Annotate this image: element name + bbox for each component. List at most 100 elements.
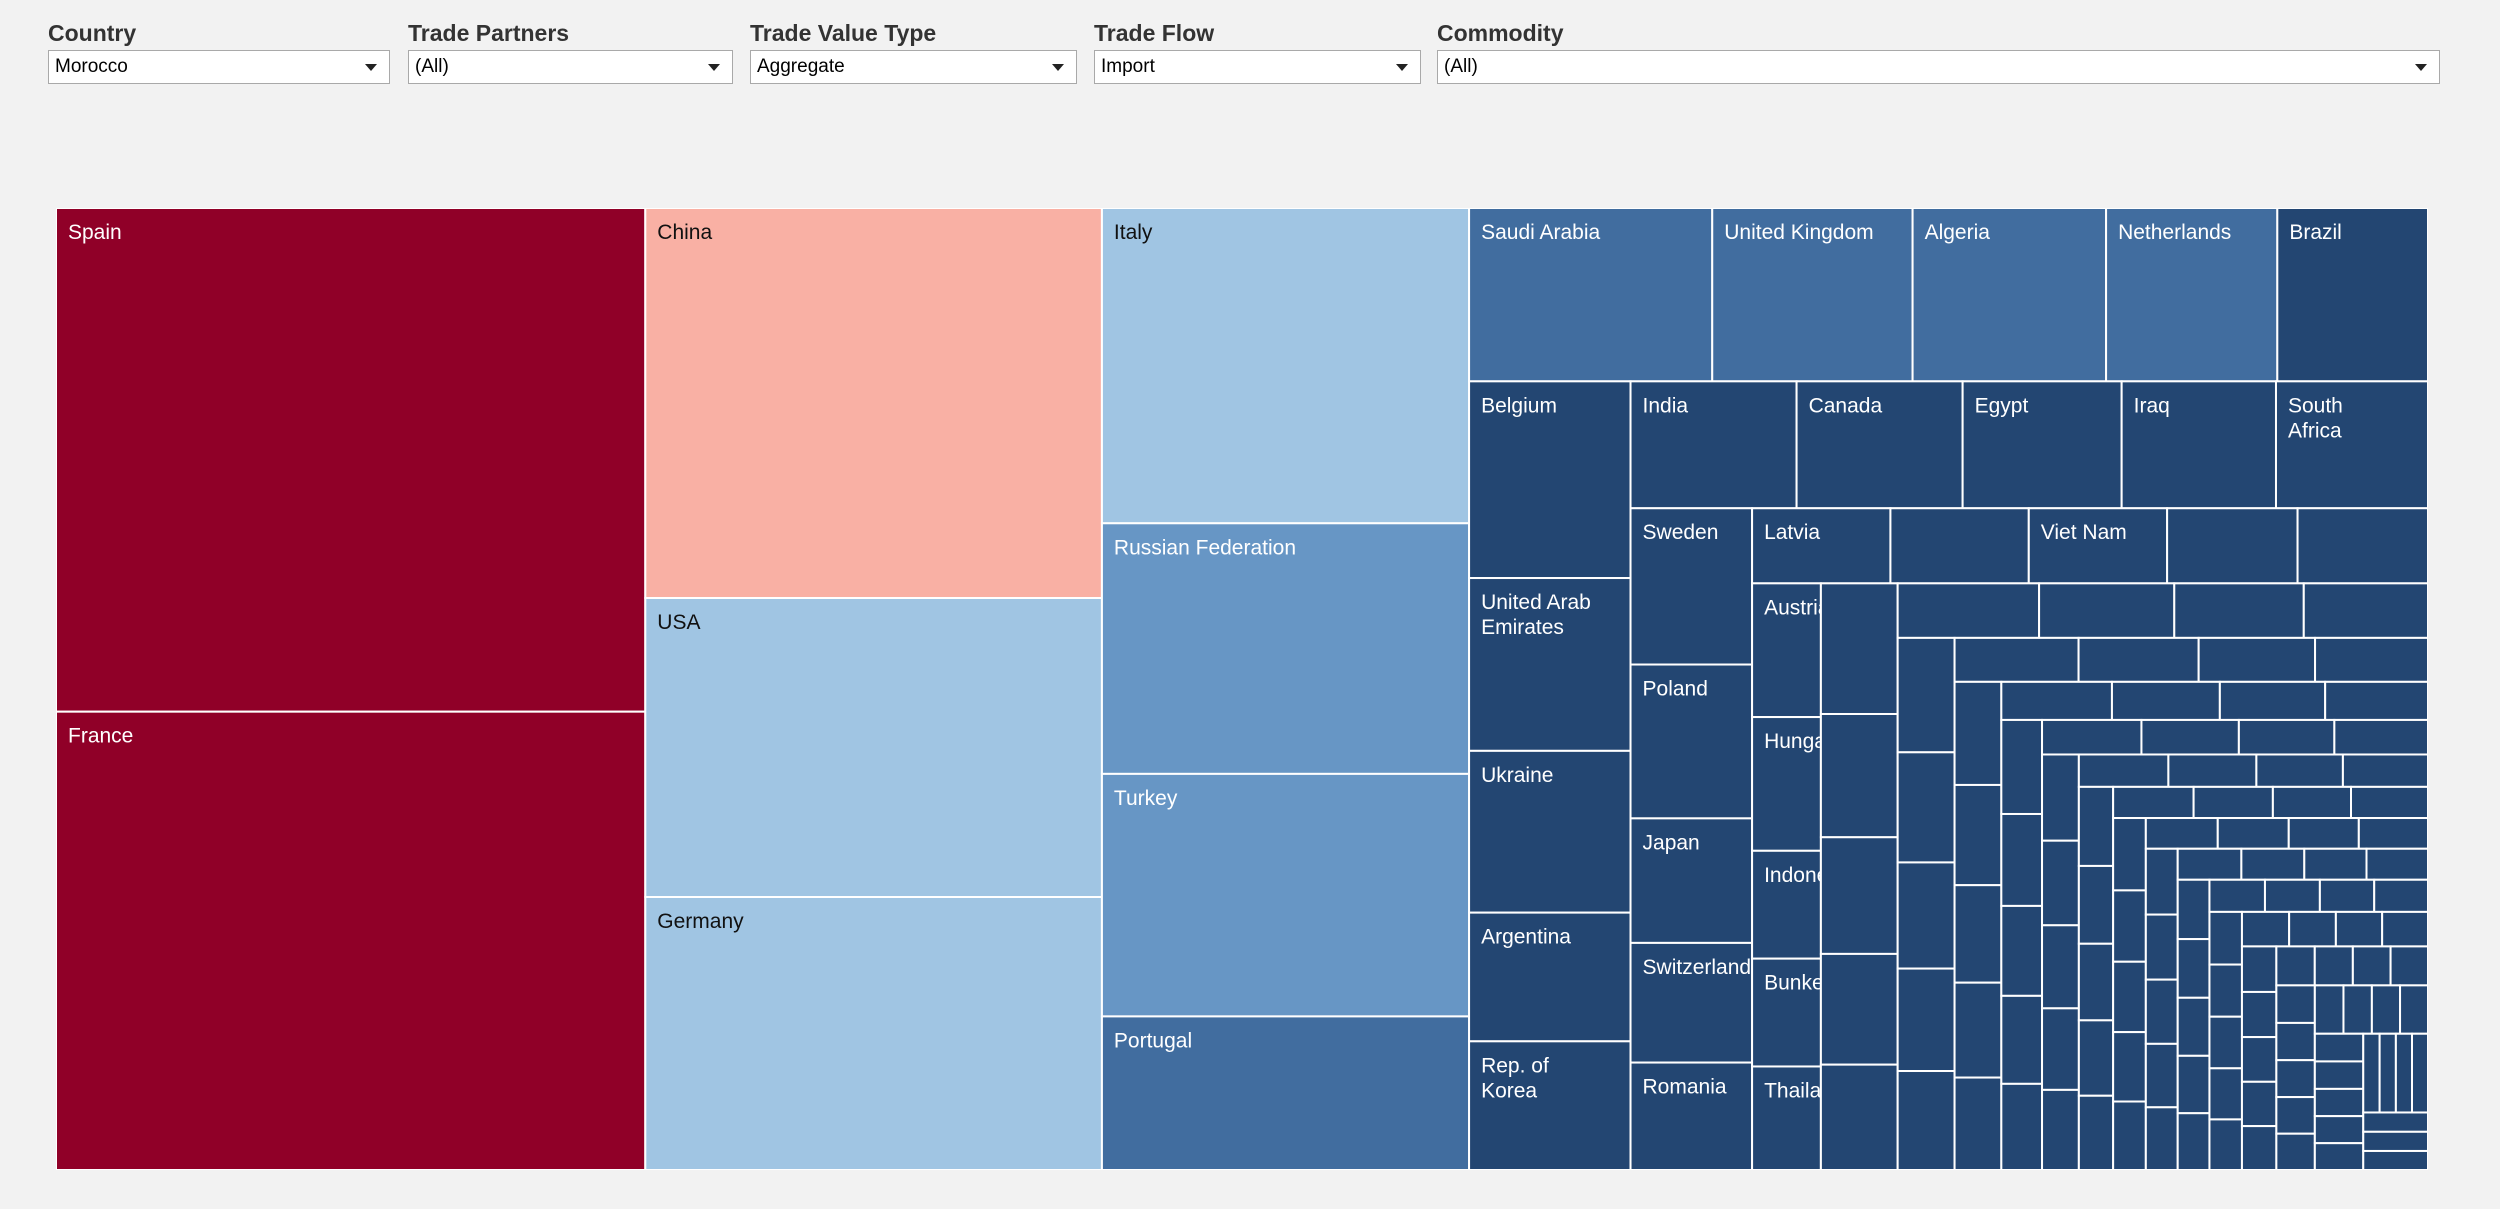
treemap-small-66-tile[interactable] (2144, 1042, 2179, 1109)
treemap-small-9-tile[interactable] (1896, 636, 1956, 754)
treemap-small-103-tile[interactable] (2275, 1132, 2316, 1170)
treemap-small-101-tile[interactable] (2275, 1059, 2316, 1099)
treemap-small-60-tile[interactable] (2216, 817, 2290, 850)
treemap-small-76-tile[interactable] (2176, 1112, 2211, 1170)
treemap-small-35-tile[interactable] (2333, 718, 2428, 756)
treemap-russian-federation-tile[interactable] (1100, 522, 1471, 775)
treemap-small-59-tile[interactable] (2144, 817, 2219, 850)
treemap-small-61-tile[interactable] (2287, 817, 2360, 850)
treemap-small-25-tile[interactable] (2218, 680, 2327, 721)
treemap-small-26-tile[interactable] (2324, 680, 2428, 721)
treemap-small-117-tile[interactable] (2362, 1111, 2428, 1133)
treemap-small-20-tile[interactable] (1953, 884, 2003, 984)
treemap-small-110-tile[interactable] (2313, 1087, 2365, 1118)
treemap-small-12-tile[interactable] (1896, 967, 1956, 1073)
trade-value-type-dropdown[interactable]: Aggregate (750, 50, 1077, 84)
treemap-small-11-tile[interactable] (1896, 861, 1956, 970)
treemap-japan-tile[interactable] (1629, 817, 1754, 944)
treemap-china-tile[interactable] (644, 208, 1103, 599)
treemap-small-74-tile[interactable] (2176, 996, 2211, 1057)
treemap-small-8-tile[interactable] (2302, 582, 2428, 639)
treemap-item-1-tile[interactable] (1889, 507, 2030, 585)
treemap-small-86-tile[interactable] (2240, 910, 2291, 948)
treemap-small-87-tile[interactable] (2288, 910, 2337, 948)
treemap-small-17-tile[interactable] (2314, 636, 2428, 683)
treemap-small-95-tile[interactable] (2275, 945, 2316, 987)
treemap-small-75-tile[interactable] (2176, 1054, 2211, 1115)
treemap-ukraine-tile[interactable] (1468, 749, 1632, 914)
treemap-small-57-tile[interactable] (2112, 1031, 2147, 1103)
treemap-switzerland-tile[interactable] (1629, 941, 1754, 1064)
treemap-small-14-tile[interactable] (1953, 636, 2080, 683)
treemap-small-97-tile[interactable] (2351, 945, 2392, 987)
treemap-small-98-tile[interactable] (2389, 945, 2428, 987)
treemap-small-73-tile[interactable] (2176, 938, 2211, 999)
treemap-small-70-tile[interactable] (2303, 847, 2368, 881)
treemap-small-42-tile[interactable] (2167, 753, 2258, 788)
treemap-small-3-tile[interactable] (1819, 952, 1899, 1066)
treemap-small-31-tile[interactable] (2000, 1082, 2044, 1170)
treemap-small-78-tile[interactable] (2263, 878, 2321, 913)
treemap-iraq-tile[interactable] (2120, 380, 2277, 510)
treemap-small-112-tile[interactable] (2313, 1142, 2365, 1170)
treemap-united-arab-emirates-tile[interactable] (1468, 577, 1632, 752)
treemap-bunkers-tile[interactable] (1751, 957, 1822, 1068)
treemap-small-19-tile[interactable] (1953, 783, 2003, 887)
treemap-small-63-tile[interactable] (2144, 847, 2179, 916)
treemap-small-102-tile[interactable] (2275, 1096, 2316, 1135)
treemap-small-99-tile[interactable] (2275, 984, 2316, 1024)
treemap-small-93-tile[interactable] (2240, 1080, 2278, 1128)
treemap-small-108-tile[interactable] (2313, 1032, 2365, 1063)
treemap-algeria-tile[interactable] (1911, 208, 2108, 383)
treemap-small-41-tile[interactable] (2077, 753, 2170, 788)
treemap-small-84-tile[interactable] (2208, 1067, 2243, 1121)
treemap-small-100-tile[interactable] (2275, 1021, 2316, 1062)
treemap-small-83-tile[interactable] (2208, 1015, 2243, 1070)
country-dropdown[interactable]: Morocco (48, 50, 390, 84)
treemap-small-45-tile[interactable] (2077, 785, 2115, 867)
treemap-thailand-tile[interactable] (1751, 1065, 1822, 1170)
treemap-small-39-tile[interactable] (2041, 1007, 2080, 1091)
treemap-small-92-tile[interactable] (2240, 1036, 2278, 1083)
treemap-small-118-tile[interactable] (2362, 1130, 2428, 1152)
treemap-saudi-arabia-tile[interactable] (1468, 208, 1714, 383)
treemap-small-48-tile[interactable] (2077, 1019, 2115, 1097)
treemap-small-6-tile[interactable] (2038, 582, 2176, 639)
treemap-small-82-tile[interactable] (2208, 963, 2243, 1018)
treemap-small-23-tile[interactable] (2000, 680, 2113, 721)
treemap-small-62-tile[interactable] (2357, 817, 2428, 850)
treemap-small-105-tile[interactable] (2342, 984, 2373, 1035)
treemap-small-71-tile[interactable] (2365, 847, 2428, 881)
treemap-small-0-tile[interactable] (1819, 582, 1899, 715)
treemap-brazil-tile[interactable] (2276, 208, 2428, 383)
treemap-small-28-tile[interactable] (2000, 812, 2044, 907)
treemap-small-94-tile[interactable] (2240, 1125, 2278, 1170)
treemap-small-109-tile[interactable] (2313, 1060, 2365, 1090)
treemap-small-69-tile[interactable] (2240, 847, 2306, 881)
treemap-small-119-tile[interactable] (2362, 1149, 2428, 1170)
treemap-small-51-tile[interactable] (2192, 785, 2274, 820)
treemap-item-3-tile[interactable] (2166, 507, 2299, 585)
treemap-small-88-tile[interactable] (2334, 910, 2384, 948)
treemap-small-90-tile[interactable] (2240, 945, 2278, 993)
treemap-indonesia-tile[interactable] (1751, 849, 1822, 960)
treemap-small-77-tile[interactable] (2208, 878, 2266, 913)
treemap-small-43-tile[interactable] (2255, 753, 2344, 788)
treemap-small-64-tile[interactable] (2144, 913, 2179, 981)
treemap-belgium-tile[interactable] (1468, 380, 1632, 580)
treemap-small-32-tile[interactable] (2041, 718, 2143, 756)
treemap-small-50-tile[interactable] (2112, 785, 2195, 820)
treemap-small-21-tile[interactable] (1953, 981, 2003, 1079)
treemap-small-16-tile[interactable] (2197, 636, 2317, 683)
treemap-small-91-tile[interactable] (2240, 990, 2278, 1039)
treemap-small-67-tile[interactable] (2144, 1106, 2179, 1170)
treemap-germany-tile[interactable] (644, 896, 1103, 1170)
treemap-small-79-tile[interactable] (2318, 878, 2376, 913)
treemap-portugal-tile[interactable] (1100, 1015, 1471, 1170)
treemap-small-106-tile[interactable] (2370, 984, 2402, 1035)
treemap-small-49-tile[interactable] (2077, 1094, 2115, 1170)
treemap-small-46-tile[interactable] (2077, 864, 2115, 945)
treemap-small-53-tile[interactable] (2349, 785, 2428, 820)
treemap-small-68-tile[interactable] (2176, 847, 2243, 881)
treemap-small-38-tile[interactable] (2041, 924, 2080, 1010)
